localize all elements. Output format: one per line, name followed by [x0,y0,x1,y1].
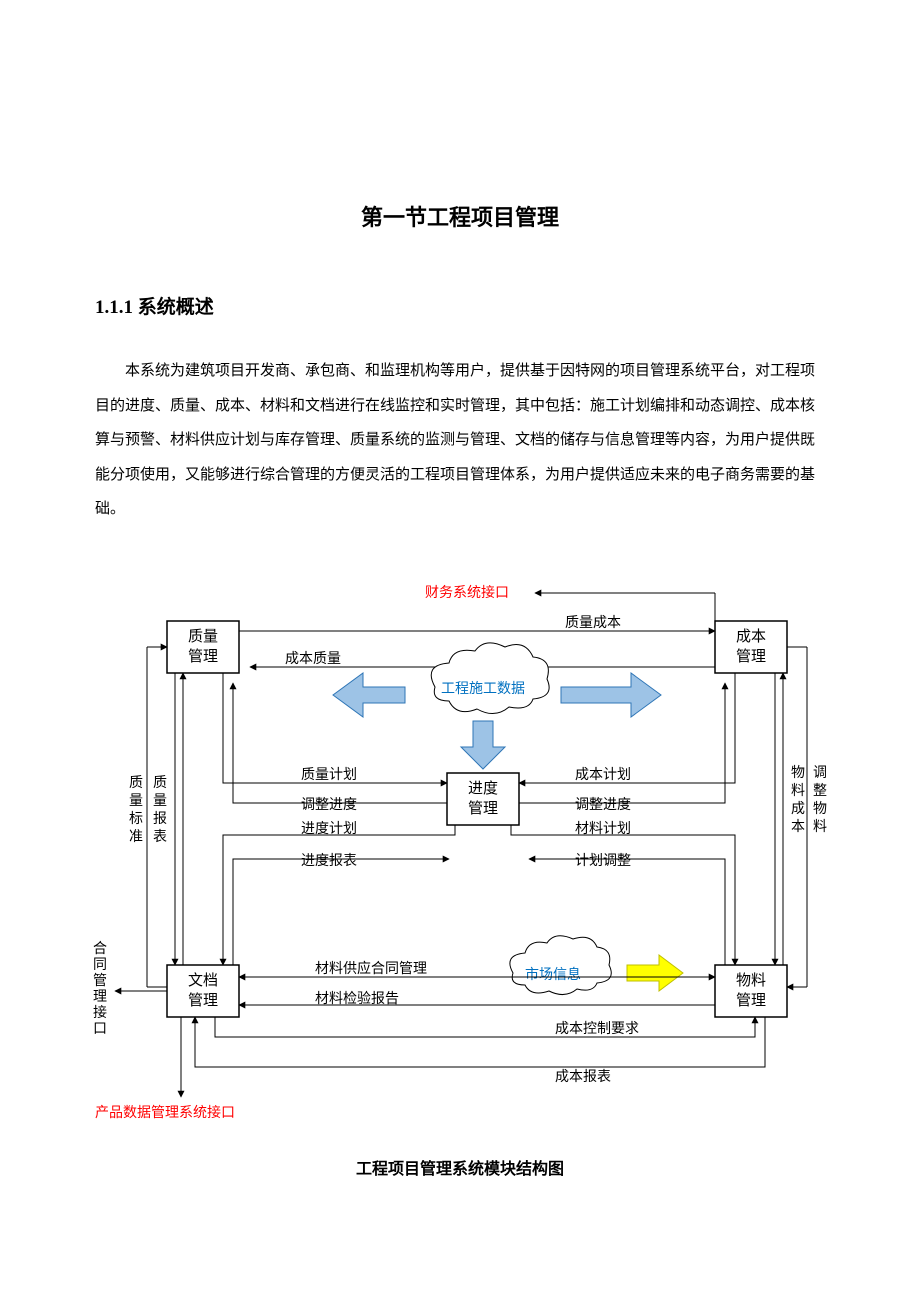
svg-text:质量: 质量 [188,628,218,645]
edge-material-plan: 材料计划 [575,821,631,837]
page-title: 第一节工程项目管理 [95,200,825,232]
pdm-interface-label: 产品数据管理系统接口 [95,1104,235,1121]
svg-text:料: 料 [791,783,805,799]
diagram-container: 财务系统接口 质量 管理 成本 管理 进度 管理 文档 [75,577,865,1137]
edge-material-inspect: 材料检验报告 [315,991,399,1007]
svg-text:进度: 进度 [468,780,498,797]
svg-text:管理: 管理 [188,992,218,1009]
node-progress: 进度 管理 [447,773,519,825]
section-heading: 1.1.1 系统概述 [95,292,825,319]
svg-text:物料: 物料 [736,972,766,989]
node-quality: 质量 管理 [167,621,239,673]
svg-text:料: 料 [813,819,827,835]
vlabel-quality-report: 质量报表 [153,775,167,845]
node-cost: 成本 管理 [715,621,787,673]
svg-text:管理: 管理 [468,800,498,817]
svg-text:文档: 文档 [188,972,218,989]
edge-cost-control: 成本控制要求 [555,1021,639,1037]
svg-text:物: 物 [791,765,805,781]
edge-adjust-progress-r: 调整进度 [575,797,631,813]
svg-text:标: 标 [129,811,143,827]
big-arrow-right [561,673,661,717]
svg-text:成: 成 [791,801,805,817]
svg-text:量: 量 [129,793,143,809]
svg-text:物: 物 [813,801,827,817]
edge-cost-report: 成本报表 [555,1069,611,1085]
svg-text:市场信息: 市场信息 [525,966,581,983]
svg-text:管: 管 [93,973,107,989]
svg-text:接: 接 [93,1004,107,1021]
edge-adjust-progress-l: 调整进度 [301,797,357,813]
svg-text:整: 整 [813,783,827,799]
yellow-arrow-right [627,955,683,991]
vlabel-material-cost: 物料成本 [791,765,805,835]
edge-plan-adjust: 计划调整 [575,853,631,869]
node-document: 文档 管理 [167,965,239,1017]
node-material: 物料 管理 [715,965,787,1017]
edge-progress-plan: 进度计划 [301,821,357,837]
structure-diagram: 财务系统接口 质量 管理 成本 管理 进度 管理 文档 [75,577,865,1137]
big-arrow-left [333,673,405,717]
svg-text:准: 准 [129,829,143,845]
svg-text:报: 报 [153,811,167,827]
svg-text:口: 口 [93,1022,107,1037]
finance-interface-label: 财务系统接口 [425,584,509,601]
svg-text:管理: 管理 [736,992,766,1009]
svg-text:本: 本 [791,819,805,835]
edge-progress-report: 进度报表 [301,853,357,869]
edge-cost-quality: 成本质量 [285,651,341,667]
cloud-construction-data: 工程施工数据 [431,642,549,713]
svg-text:成本: 成本 [736,628,766,645]
svg-text:工程施工数据: 工程施工数据 [441,681,525,697]
svg-text:管理: 管理 [736,648,766,665]
svg-text:质: 质 [129,775,143,791]
edge-material-contract: 材料供应合同管理 [315,960,427,977]
svg-text:质: 质 [153,775,167,791]
vlabel-contract-iface: 合同管理接口 [93,941,107,1037]
cloud-market-info: 市场信息 [510,935,611,994]
edge-quality-plan: 质量计划 [301,767,357,783]
document-page: 第一节工程项目管理 1.1.1 系统概述 本系统为建筑项目开发商、承包商、和监理… [0,0,920,1239]
svg-text:管理: 管理 [188,648,218,665]
edge-quality-cost: 质量成本 [565,615,621,631]
vlabel-quality-standard: 质量标准 [129,775,143,845]
edge-cost-plan: 成本计划 [575,767,631,783]
svg-text:同: 同 [93,958,107,973]
big-arrow-down [461,721,505,769]
svg-text:表: 表 [153,829,167,845]
vlabel-adjust-material: 调整物料 [813,765,827,835]
diagram-caption: 工程项目管理系统模块结构图 [95,1155,825,1179]
svg-text:调: 调 [813,765,827,781]
svg-text:量: 量 [153,793,167,809]
svg-text:理: 理 [93,990,107,1005]
svg-text:合: 合 [93,941,107,957]
body-paragraph: 本系统为建筑项目开发商、承包商、和监理机构等用户，提供基于因特网的项目管理系统平… [95,354,825,527]
